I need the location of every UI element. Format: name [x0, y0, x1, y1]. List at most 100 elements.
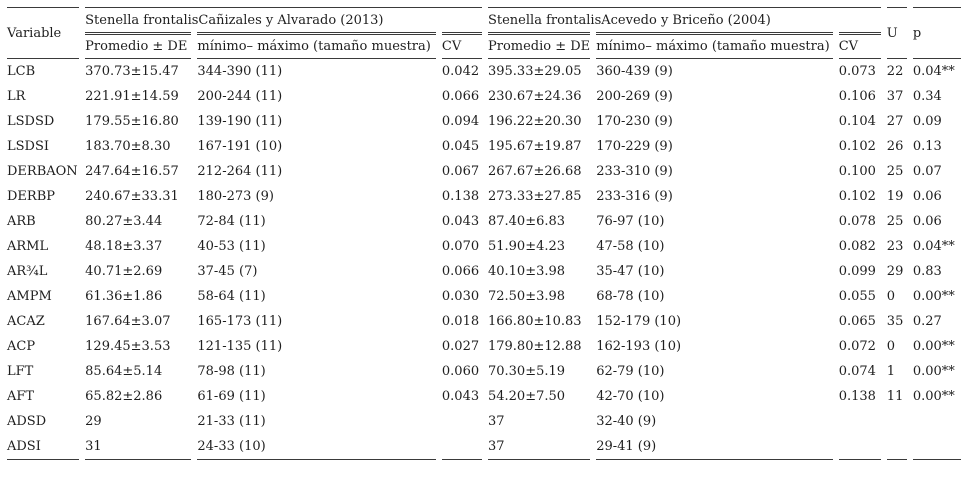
column-header-g1-cv: CV: [441, 32, 482, 59]
cell-g2-mean: 37: [487, 434, 591, 460]
cell-g1-cv: [441, 434, 482, 460]
cell-variable: DERBAON: [7, 164, 78, 179]
cell-variable: LSDSD: [7, 114, 55, 129]
cell-g1-cv: 0.066: [441, 89, 480, 104]
table-row: ADSI 31 24-33 (10) 37 29-41 (9): [7, 434, 961, 460]
table-body: LCB 370.73±15.47 344-390 (11) 0.042 395.33±2…: [7, 59, 961, 460]
column-header-g2-promedio: Promedio ± DE: [487, 32, 591, 59]
cell-g2-range: 233-316 (9): [596, 189, 673, 204]
cell-variable: LFT: [7, 364, 34, 379]
cell-g1-range: 37-45 (7): [197, 264, 258, 279]
cell-p: 0.06: [912, 189, 942, 204]
cell-g2-range: 68-78 (10): [596, 289, 665, 304]
cell-g2-mean: 37: [487, 414, 505, 429]
cell-g2-cv: 0.078: [838, 214, 876, 229]
cell-g2-mean: 54.20±7.50: [487, 389, 566, 404]
cell-g2-range: 162-193 (10): [596, 339, 682, 354]
cell-g1-range: 139-190 (11): [197, 114, 283, 129]
cell-g1-range: 200-244 (11): [197, 89, 283, 104]
cell-p: 0.00**: [912, 289, 955, 304]
cell-g1-mean: 80.27±3.44: [85, 214, 163, 229]
cell-p: 0.00**: [912, 389, 955, 404]
cell-g1-cv: 0.070: [441, 239, 480, 254]
cell-g1-cv: 0.060: [441, 364, 480, 379]
cell-g2-cv: 0.102: [838, 139, 876, 154]
cell-g1-mean: 240.67±33.31: [85, 189, 179, 204]
column-header-g2-cv: CV: [838, 32, 881, 59]
cell-g2-range: 152-179 (10): [596, 314, 682, 329]
cell-p: 0.34: [912, 89, 942, 104]
cell-g2-cv: 0.082: [838, 239, 876, 254]
cell-g1-range: 212-264 (11): [197, 164, 283, 179]
cell-u: 23: [886, 239, 904, 254]
cell-g1-cv: 0.030: [441, 289, 480, 304]
cell-p: 0.04**: [912, 64, 955, 79]
cell-g2-mean: 179.80±12.88: [487, 339, 582, 354]
cell-g1-mean: 129.45±3.53: [85, 339, 171, 354]
cell-g1-cv: 0.043: [441, 389, 480, 404]
cell-u: 26: [886, 139, 904, 154]
cell-g1-range: 180-273 (9): [197, 189, 274, 204]
cell-g2-cv: 0.138: [838, 389, 876, 404]
cell-g2-range: 62-79 (10): [596, 364, 665, 379]
cell-variable: LSDSI: [7, 139, 50, 154]
cell-u: 0: [886, 289, 896, 304]
column-header-u: U: [886, 7, 907, 59]
cell-p: [913, 409, 961, 434]
group-header-row: Variable Stenella frontalisCañizales y A…: [7, 7, 961, 59]
cell-g1-range: 24-33 (10): [197, 434, 436, 460]
table-row: ARB 80.27±3.44 72-84 (11) 0.043 87.40±6.83 76…: [7, 209, 961, 234]
cell-variable: ACP: [7, 339, 36, 354]
table-row: ARML 48.18±3.37 40-53 (11) 0.070 51.90±4.23 4…: [7, 234, 961, 259]
table-row: ACP 129.45±3.53 121-135 (11) 0.027 179.80±12…: [7, 334, 961, 359]
table-row: LCB 370.73±15.47 344-390 (11) 0.042 395.33±2…: [7, 59, 961, 84]
cell-g2-cv: 0.065: [838, 314, 876, 329]
cell-u: 37: [886, 89, 904, 104]
cell-u: 27: [886, 114, 904, 129]
cell-p: 0.27: [912, 314, 942, 329]
cell-g2-range: 360-439 (9): [596, 64, 673, 79]
cell-g2-cv: 0.072: [838, 339, 876, 354]
cell-g2-range: 35-47 (10): [596, 264, 665, 279]
cell-g1-range: 72-84 (11): [197, 214, 266, 229]
table-row: AFT 65.82±2.86 61-69 (11) 0.043 54.20±7.50 42…: [7, 384, 961, 409]
cell-p: 0.00**: [912, 364, 955, 379]
cell-p: [912, 434, 961, 460]
cell-g2-mean: 196.22±20.30: [487, 114, 582, 129]
column-header-g1-promedio: Promedio ± DE: [85, 32, 192, 59]
cell-u: [886, 434, 907, 460]
cell-p: 0.13: [912, 139, 942, 154]
cell-p: 0.00**: [912, 339, 955, 354]
cell-g1-mean: 29: [85, 414, 102, 429]
cell-g2-mean: 195.67±19.87: [487, 139, 582, 154]
cell-u: 29: [886, 264, 904, 279]
cell-g1-mean: 179.55±16.80: [85, 114, 179, 129]
cell-g1-range: 21-33 (11): [197, 414, 266, 429]
cell-g2-mean: 40.10±3.98: [487, 264, 566, 279]
cell-g2-cv: 0.104: [838, 114, 876, 129]
cell-g1-mean: 167.64±3.07: [85, 314, 171, 329]
cell-g1-range: 40-53 (11): [197, 239, 266, 254]
cell-g2-range: 32-40 (9): [596, 414, 657, 429]
cell-g2-mean: 70.30±5.19: [487, 364, 566, 379]
cell-g2-range: 29-41 (9): [596, 434, 833, 460]
cell-g1-mean: 31: [85, 434, 192, 460]
cell-g1-range: 165-173 (11): [197, 314, 283, 329]
cell-u: [887, 409, 907, 434]
cell-g2-cv: 0.055: [838, 289, 876, 304]
table-row: DERBAON 247.64±16.57 212-264 (11) 0.067 267.…: [7, 159, 961, 184]
cell-g2-range: 200-269 (9): [596, 89, 673, 104]
cell-p: 0.83: [912, 264, 942, 279]
group-header-canizales-alvarado: Stenella frontalisCañizales y Alvarado (…: [85, 7, 482, 32]
cell-p: 0.06: [912, 214, 942, 229]
cell-g2-cv: [839, 409, 881, 434]
table-row: LFT 85.64±5.14 78-98 (11) 0.060 70.30±5.19 62…: [7, 359, 961, 384]
cell-g1-mean: 247.64±16.57: [85, 164, 179, 179]
cell-g1-mean: 65.82±2.86: [85, 389, 163, 404]
cell-g1-range: 121-135 (11): [197, 339, 283, 354]
cell-g1-range: 61-69 (11): [197, 389, 266, 404]
cell-g2-cv: 0.102: [838, 189, 876, 204]
group-header-acevedo-briceno: Stenella frontalisAcevedo y Briceño (200…: [487, 7, 881, 32]
cell-g1-range: 167-191 (10): [197, 139, 283, 154]
